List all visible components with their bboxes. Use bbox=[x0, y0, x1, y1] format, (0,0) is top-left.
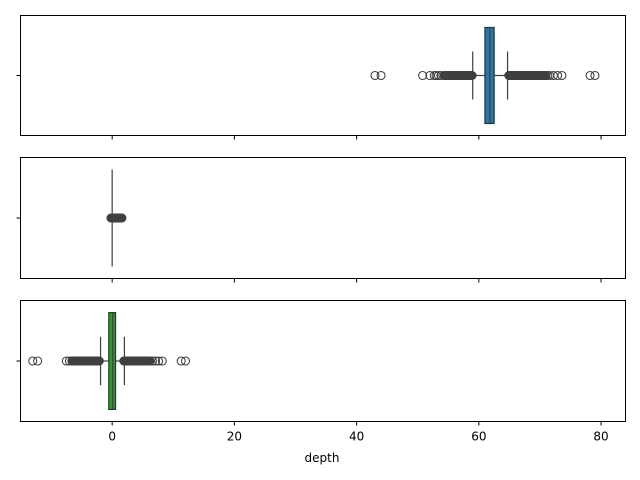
outlier-point bbox=[436, 70, 446, 81]
x-tick-label-0: 0 bbox=[108, 430, 116, 444]
outlier-point bbox=[418, 70, 428, 81]
fliers-high-dense bbox=[119, 356, 155, 366]
outlier-point bbox=[376, 70, 386, 81]
fliers-high-dense bbox=[504, 71, 551, 80]
x-tick-label-40: 40 bbox=[349, 430, 364, 444]
subplot-1 bbox=[16, 15, 626, 140]
x-tick-label-20: 20 bbox=[227, 430, 242, 444]
outlier-point bbox=[433, 70, 444, 81]
outlier-point bbox=[147, 356, 158, 366]
subplot-3: 0 20 40 60 80 bbox=[16, 300, 626, 444]
outlier-point bbox=[151, 356, 161, 366]
outlier-point bbox=[61, 356, 71, 366]
outlier-point bbox=[548, 70, 558, 81]
x-tick-label-60: 60 bbox=[471, 430, 486, 444]
outlier-point bbox=[154, 356, 164, 366]
outlier-point bbox=[590, 70, 600, 81]
outlier-point bbox=[553, 70, 563, 81]
outlier-point bbox=[157, 356, 167, 366]
outlier-point bbox=[557, 70, 567, 81]
outlier-point bbox=[425, 70, 435, 81]
fliers-low-dense bbox=[67, 356, 104, 366]
outlier-point bbox=[33, 356, 43, 366]
outlier-point bbox=[28, 356, 38, 366]
x-axis-label: depth bbox=[305, 451, 340, 465]
dense-flier-blob bbox=[106, 213, 127, 223]
outlier-point bbox=[585, 70, 595, 81]
outlier-point bbox=[176, 356, 186, 366]
outlier-point bbox=[370, 70, 380, 81]
box bbox=[108, 312, 117, 411]
outlier-point bbox=[180, 356, 191, 366]
outlier-point bbox=[431, 70, 441, 81]
subplot-2 bbox=[16, 157, 626, 283]
x-tick-label-80: 80 bbox=[593, 430, 608, 444]
outlier-point bbox=[64, 356, 74, 366]
